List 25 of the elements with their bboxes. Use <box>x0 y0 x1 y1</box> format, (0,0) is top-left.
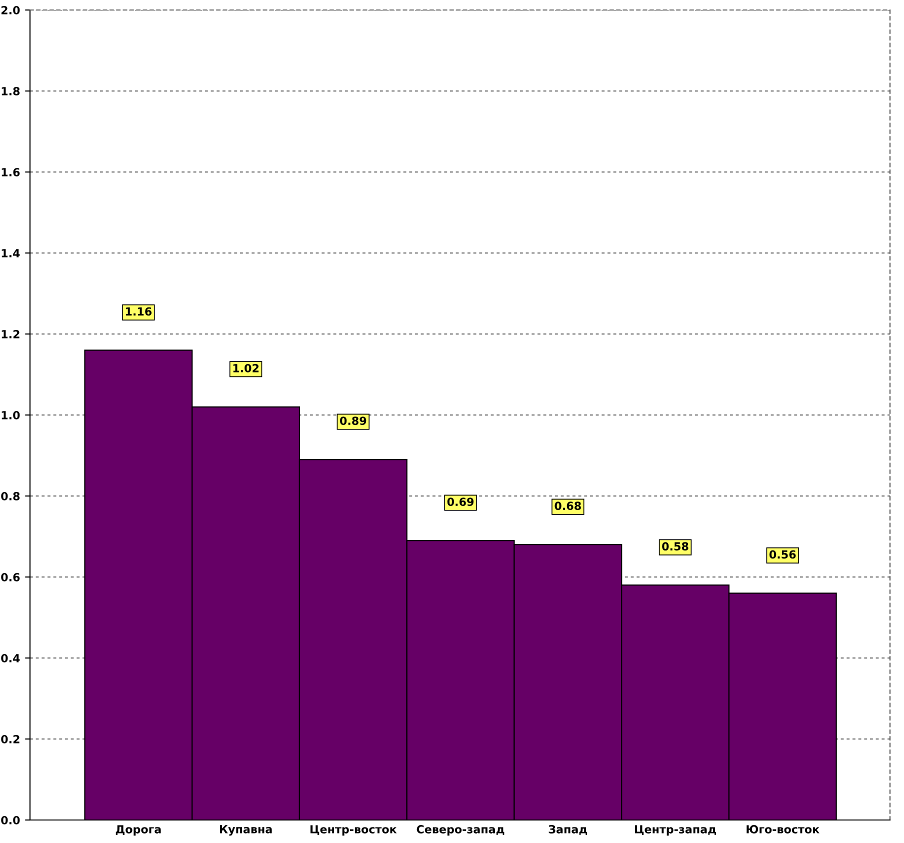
y-tick-label: 0.2 <box>1 734 20 744</box>
x-tick-label: Купавна <box>220 825 272 836</box>
data-label: 1.16 <box>126 307 152 316</box>
x-tick-label: Юго-восток <box>746 825 820 834</box>
x-tick-label: Дорога <box>116 825 161 836</box>
y-tick-label: 2.0 <box>1 6 20 14</box>
y-tick-label: 0.6 <box>1 572 20 582</box>
y-tick-label: 1.8 <box>2 86 20 96</box>
data-label: 0.56 <box>769 550 796 559</box>
data-label: 0.58 <box>662 542 688 551</box>
y-tick-label: 0.4 <box>1 654 20 662</box>
x-tick-label: Центр-запад <box>634 825 716 836</box>
y-tick-label: 1.6 <box>2 168 20 176</box>
y-tick-label: 0.0 <box>1 816 20 824</box>
x-tick-label: Северо-запад <box>416 825 504 836</box>
y-tick-label: 1.4 <box>2 249 20 258</box>
data-label: 0.89 <box>340 416 366 425</box>
y-tick-label: 1.0 <box>2 410 20 420</box>
data-label: 0.69 <box>447 498 474 506</box>
data-label: 1.02 <box>233 364 259 372</box>
x-tick-label: Запад <box>548 825 588 835</box>
y-tick-label: 0.8 <box>1 492 20 500</box>
y-tick-label: 1.2 <box>2 330 20 338</box>
x-tick-label: Центр-восток <box>310 825 397 836</box>
data-label: 0.68 <box>554 502 581 510</box>
